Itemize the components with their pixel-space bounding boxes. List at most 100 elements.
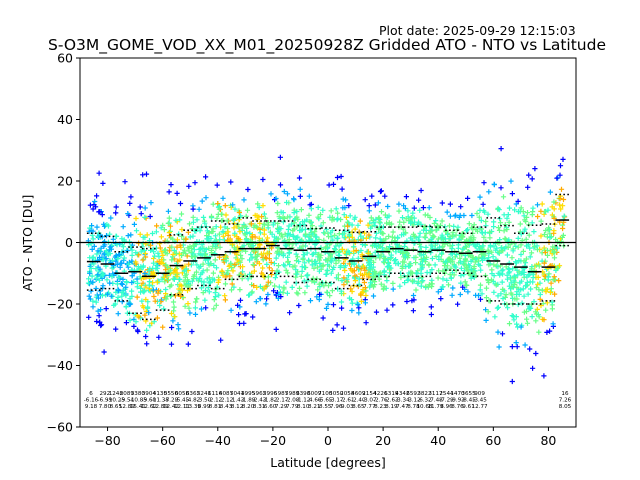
data-point xyxy=(149,230,156,237)
data-point xyxy=(477,282,484,288)
data-point xyxy=(261,285,267,291)
data-point xyxy=(176,326,182,332)
data-point xyxy=(405,208,411,214)
data-point xyxy=(524,243,530,249)
data-point xyxy=(373,235,379,241)
data-point xyxy=(150,287,156,293)
data-point xyxy=(500,286,506,292)
data-point xyxy=(401,231,407,237)
data-point xyxy=(439,200,445,206)
data-point xyxy=(436,268,442,274)
data-point xyxy=(477,207,483,213)
data-point xyxy=(541,373,547,379)
data-point xyxy=(457,255,463,261)
data-point xyxy=(474,248,480,254)
data-point xyxy=(275,220,281,227)
data-point xyxy=(115,288,121,294)
data-point xyxy=(230,202,236,208)
data-point xyxy=(298,207,304,213)
data-point xyxy=(265,291,271,298)
data-point xyxy=(529,176,535,182)
data-point xyxy=(285,214,291,220)
data-point xyxy=(176,231,182,237)
bin-stat-sd: 8.65 xyxy=(110,404,123,410)
data-point xyxy=(200,290,206,296)
data-point xyxy=(458,273,464,279)
data-point xyxy=(365,250,371,256)
data-point xyxy=(140,234,146,240)
data-point xyxy=(541,231,548,238)
data-point xyxy=(365,222,371,228)
data-point xyxy=(452,263,458,269)
data-point xyxy=(339,231,345,237)
data-point xyxy=(135,264,142,270)
data-point xyxy=(162,279,168,285)
bin-stat-sd: 8.23 xyxy=(374,404,387,410)
bin-stat-n: 292 xyxy=(99,391,110,397)
bin-stat-sd: 8.21 xyxy=(308,404,321,410)
data-point xyxy=(356,305,362,311)
data-point xyxy=(177,276,183,282)
data-point xyxy=(462,279,468,285)
data-point xyxy=(123,320,129,326)
data-point xyxy=(511,273,517,279)
data-point xyxy=(527,271,533,277)
data-point xyxy=(170,318,176,324)
data-point xyxy=(436,256,442,262)
data-point xyxy=(200,268,206,274)
data-point xyxy=(403,216,409,222)
bin-stat-n: 2089 xyxy=(120,391,135,397)
data-point xyxy=(523,308,530,315)
data-point xyxy=(206,230,212,236)
data-point xyxy=(478,251,484,258)
data-point xyxy=(91,243,97,249)
data-point xyxy=(468,266,474,272)
data-point xyxy=(216,277,222,283)
data-point xyxy=(171,308,177,314)
data-point xyxy=(485,309,491,315)
data-point xyxy=(114,281,121,287)
data-point xyxy=(194,217,200,223)
data-point xyxy=(538,208,544,214)
bin-stat-sd: 12.89 xyxy=(119,404,135,410)
data-point xyxy=(119,281,126,287)
data-point xyxy=(144,232,150,238)
data-point xyxy=(411,240,417,246)
data-point xyxy=(290,264,296,270)
data-point xyxy=(494,305,500,311)
data-point xyxy=(320,220,326,226)
data-point xyxy=(422,234,428,240)
data-point xyxy=(137,204,143,210)
data-point xyxy=(261,227,267,233)
data-point xyxy=(293,267,299,273)
data-point xyxy=(90,236,96,242)
data-point xyxy=(382,193,388,199)
data-point xyxy=(253,299,259,305)
data-point xyxy=(170,299,177,305)
data-point xyxy=(309,223,315,229)
data-point xyxy=(324,240,330,247)
data-point xyxy=(304,272,310,278)
data-point xyxy=(557,172,563,178)
data-point xyxy=(424,269,430,276)
data-point xyxy=(462,243,469,250)
data-point xyxy=(241,197,247,203)
data-point xyxy=(487,235,493,241)
data-point xyxy=(101,243,107,249)
data-point xyxy=(332,246,338,252)
data-point xyxy=(133,228,140,234)
data-point xyxy=(298,239,304,245)
data-point xyxy=(257,283,263,290)
data-point xyxy=(375,226,382,232)
data-point xyxy=(256,204,262,211)
data-point xyxy=(558,206,564,212)
data-point xyxy=(346,203,352,209)
data-point xyxy=(274,210,280,216)
bin-stat-n: 4087 xyxy=(219,391,234,397)
data-point xyxy=(378,252,384,258)
bin-stat-n: 3380 xyxy=(131,391,146,397)
data-point xyxy=(126,261,132,267)
data-point xyxy=(355,302,361,308)
data-point xyxy=(531,268,537,274)
data-point xyxy=(115,311,121,317)
